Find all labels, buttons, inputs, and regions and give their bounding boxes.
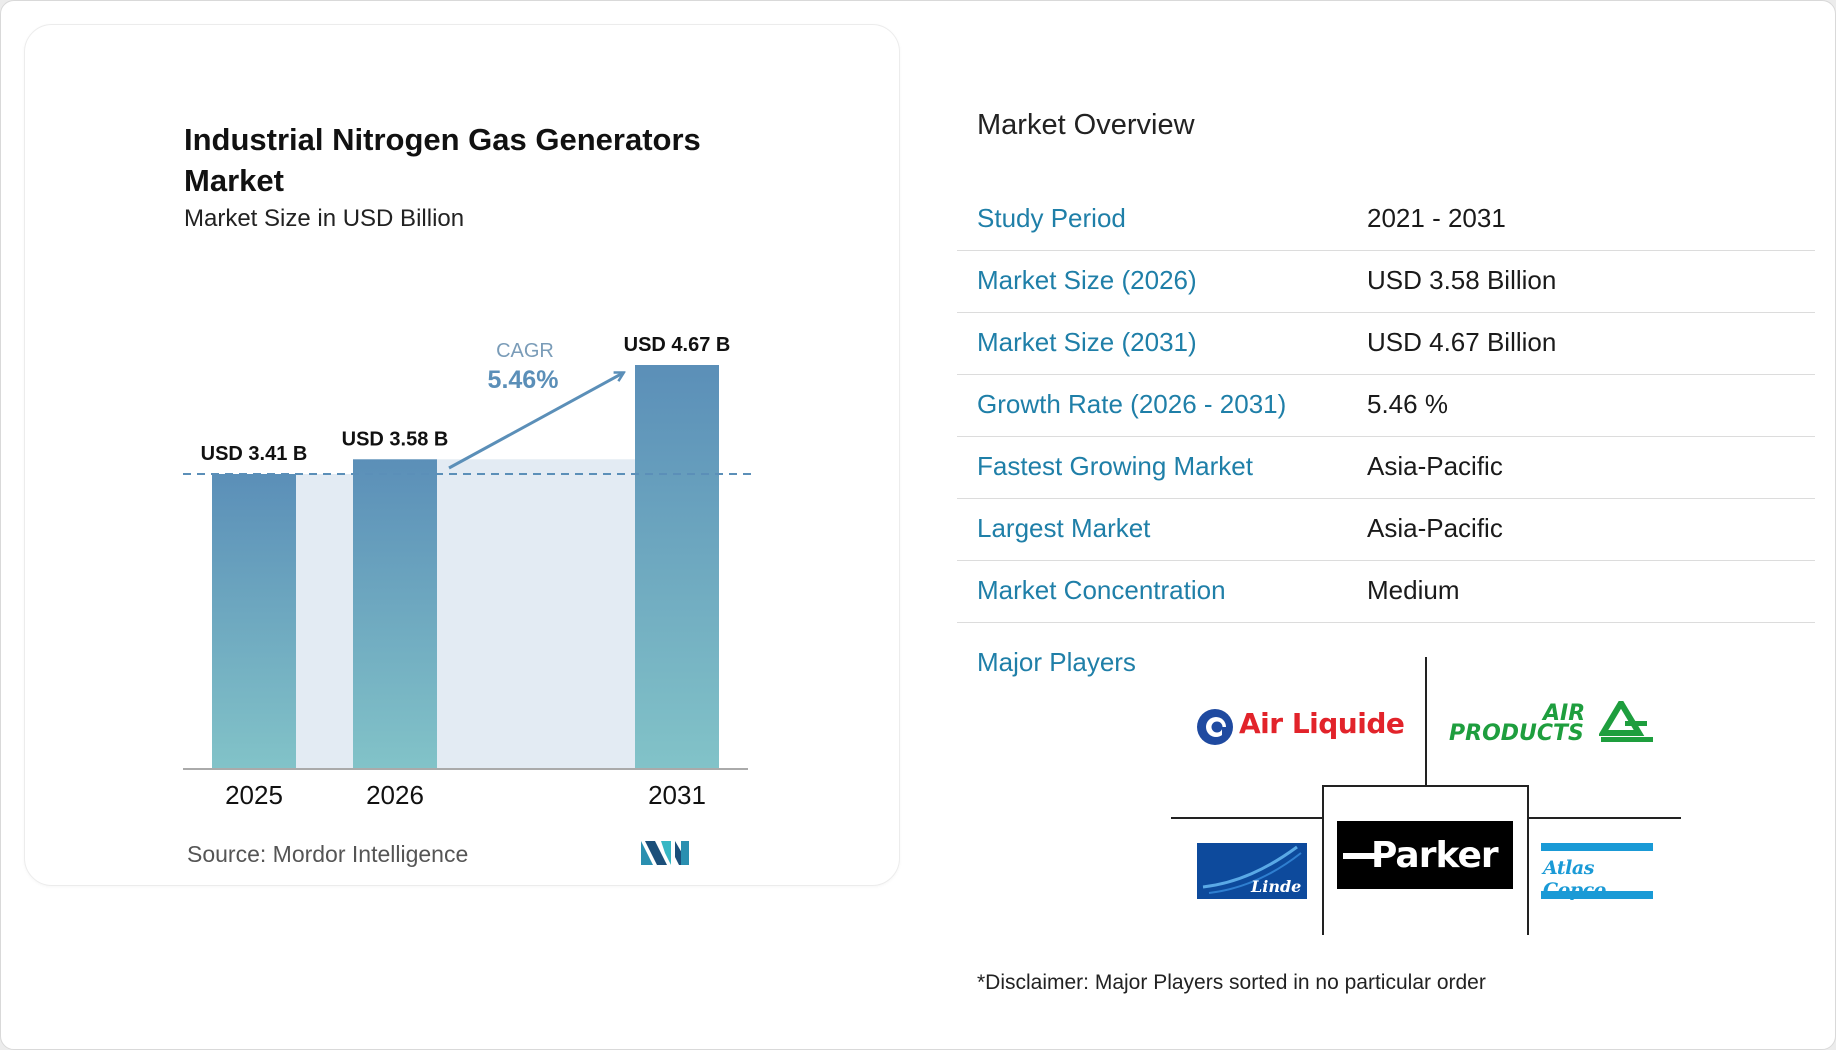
overview-label: Market Size (2031)	[977, 327, 1197, 357]
mordor-intelligence-logo-icon	[641, 841, 689, 865]
bar-value-label: USD 3.58 B	[342, 428, 449, 450]
overview-row: Market Size (2026) USD 3.58 Billion	[957, 251, 1815, 313]
bar-value-label: USD 3.41 B	[201, 443, 308, 465]
bar-chart: USD 3.41 B 2025 USD 3.58 B 2026 USD 4.67 B 20…	[183, 334, 751, 810]
overview-label: Growth Rate (2026 - 2031)	[977, 389, 1287, 419]
air-products-logo-icon	[1599, 701, 1653, 742]
overview-title: Market Overview	[977, 109, 1195, 141]
chart-band	[296, 474, 353, 769]
overview-label: Fastest Growing Market	[977, 451, 1253, 481]
air-liquide-logo-icon	[1197, 709, 1233, 745]
overview-value: USD 3.58 Billion	[1367, 265, 1557, 295]
player-atlas-copco: Atlas Copco	[1541, 843, 1653, 901]
grid-divider	[1425, 657, 1427, 787]
bar-2026	[353, 459, 437, 769]
chart-source: Source: Mordor Intelligence	[187, 841, 469, 867]
overview-value: Medium	[1367, 575, 1460, 605]
chart-subtitle: Market Size in USD Billion	[184, 205, 465, 232]
player-parker: Parker	[1337, 821, 1513, 889]
air-products-name-bottom: PRODUCTS	[1449, 721, 1584, 746]
player-linde: Linde	[1197, 843, 1307, 899]
major-players-label: Major Players	[977, 647, 1136, 677]
overview-label: Study Period	[977, 203, 1126, 233]
disclaimer: *Disclaimer: Major Players sorted in no …	[977, 971, 1486, 994]
overview-value: Asia-Pacific	[1367, 513, 1503, 543]
chart-band	[437, 459, 635, 769]
linde-logo-icon	[1197, 843, 1307, 899]
overview-table: Study Period 2021 - 2031 Market Size (20…	[957, 189, 1815, 623]
air-products-name-top: AIR	[1543, 701, 1586, 726]
overview-label: Market Concentration	[977, 575, 1226, 605]
air-liquide-name: Air Liquide	[1239, 707, 1405, 740]
cagr-arrow	[448, 373, 623, 470]
overview-row: Growth Rate (2026 - 2031) 5.46 %	[957, 375, 1815, 437]
overview-label: Market Size (2026)	[977, 265, 1197, 295]
overview-value: 5.46 %	[1367, 389, 1448, 419]
grid-divider	[1527, 785, 1529, 935]
overview-label: Largest Market	[977, 513, 1151, 543]
x-tick-label: 2026	[366, 780, 424, 810]
x-tick-label: 2025	[225, 780, 283, 810]
atlas-copco-name: Atlas Copco	[1543, 857, 1606, 901]
linde-name: Linde	[1251, 877, 1302, 896]
overview-value: Asia-Pacific	[1367, 451, 1503, 481]
overview-row: Largest Market Asia-Pacific	[957, 499, 1815, 561]
atlas-copco-bar-icon	[1541, 891, 1653, 899]
player-air-products: AIR PRODUCTS	[1449, 701, 1659, 753]
major-players-grid: Air Liquide AIR PRODUCTS Linde Parker	[1171, 653, 1681, 935]
cagr-value: 5.46%	[488, 366, 559, 394]
x-tick-label: 2031	[648, 780, 706, 810]
grid-divider	[1323, 785, 1529, 787]
overview-row: Market Concentration Medium	[957, 561, 1815, 623]
chart-title: Industrial Nitrogen Gas Generators Marke…	[184, 122, 701, 198]
player-air-liquide: Air Liquide	[1195, 705, 1405, 749]
grid-divider	[1322, 785, 1324, 935]
parker-logo-bar-icon	[1343, 853, 1377, 859]
overview-value: USD 4.67 Billion	[1367, 327, 1557, 357]
overview-value: 2021 - 2031	[1367, 203, 1506, 233]
bar-2031	[635, 365, 719, 769]
overview-row: Fastest Growing Market Asia-Pacific	[957, 437, 1815, 499]
bar-2025	[212, 474, 296, 769]
cagr-label: CAGR	[496, 340, 554, 362]
overview-row: Study Period 2021 - 2031	[957, 189, 1815, 251]
bar-value-label: USD 4.67 B	[624, 334, 731, 356]
parker-name: Parker	[1371, 835, 1499, 876]
atlas-copco-bar-icon	[1541, 843, 1653, 851]
overview-row: Market Size (2031) USD 4.67 Billion	[957, 313, 1815, 375]
grid-divider	[1527, 817, 1681, 819]
grid-divider	[1171, 817, 1323, 819]
